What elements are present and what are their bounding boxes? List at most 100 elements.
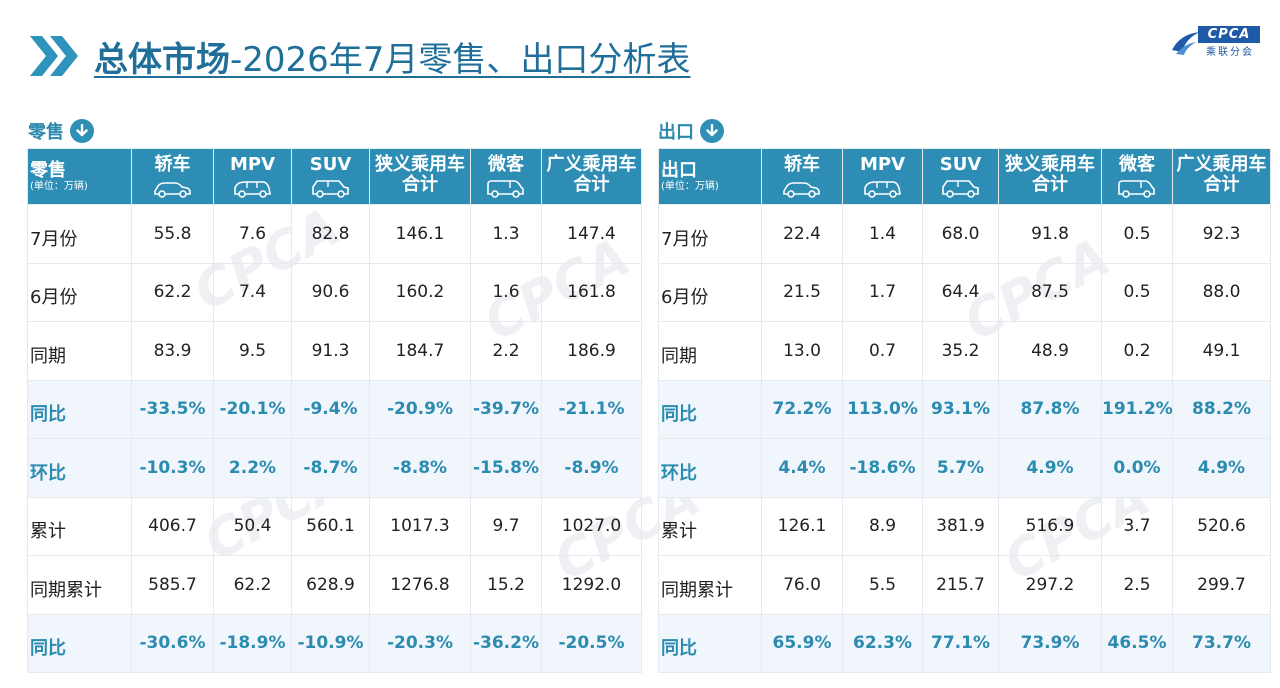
minivan-icon bbox=[472, 178, 541, 198]
table-cell: 4.9% bbox=[998, 438, 1102, 498]
table-cell: 9.7 bbox=[470, 496, 542, 556]
corner-label: 零售 bbox=[30, 160, 66, 181]
table-cell: 73.7% bbox=[1172, 613, 1271, 673]
column-header: 微客 bbox=[470, 148, 542, 205]
table-cell: -18.9% bbox=[213, 613, 292, 673]
column-header: MPV bbox=[213, 148, 292, 205]
table-cell: 191.2% bbox=[1101, 379, 1173, 439]
column-header-label: 轿车 bbox=[784, 154, 820, 175]
table-cell: 4.4% bbox=[761, 438, 843, 498]
table-cell: 381.9 bbox=[922, 496, 999, 556]
table-cell: 126.1 bbox=[761, 496, 843, 556]
suv-icon bbox=[924, 178, 998, 198]
logo-text-cn: 乘联分会 bbox=[1206, 47, 1254, 58]
sedan-icon bbox=[763, 178, 842, 198]
column-header-label: 微客 bbox=[488, 154, 524, 175]
table-cell: 1.7 bbox=[842, 262, 923, 322]
column-header-label: MPV bbox=[229, 154, 276, 175]
table-cell: 113.0% bbox=[842, 379, 923, 439]
table-cell: -33.5% bbox=[131, 379, 214, 439]
column-header-label: 合计 bbox=[573, 174, 610, 195]
column-header: 微客 bbox=[1101, 148, 1173, 205]
table-cell: 93.1% bbox=[922, 379, 999, 439]
row-label: 同比 bbox=[27, 613, 132, 673]
table-cell: -8.8% bbox=[369, 438, 471, 498]
table-header-row: 出口 (单位：万辆) 轿车 MPV SUV 狭义乘用车 合计 微客 广义乘用车 合计 bbox=[658, 148, 1271, 205]
table-row: 6月份 21.5 1.7 64.4 87.5 0.5 88.0 bbox=[658, 262, 1271, 322]
column-header-label: 合计 bbox=[1032, 174, 1068, 195]
row-label: 累计 bbox=[658, 496, 762, 556]
table-cell: 1.6 bbox=[470, 262, 542, 322]
table-row: 同比 -30.6% -18.9% -10.9% -20.3% -36.2% -20.5% bbox=[27, 613, 642, 673]
table-cell: 186.9 bbox=[541, 321, 642, 381]
column-header: MPV bbox=[842, 148, 923, 205]
logo-text-en: CPCA bbox=[1198, 26, 1260, 43]
table-cell: 299.7 bbox=[1172, 555, 1271, 615]
table-row: 同比 -33.5% -20.1% -9.4% -20.9% -39.7% -21.1% bbox=[27, 379, 642, 439]
table-cell: 83.9 bbox=[131, 321, 214, 381]
table-cell: -39.7% bbox=[470, 379, 542, 439]
table-cell: 73.9% bbox=[998, 613, 1102, 673]
table-cell: -10.3% bbox=[131, 438, 214, 498]
table-cell: 62.2 bbox=[131, 262, 214, 322]
column-header-label: MPV bbox=[859, 154, 906, 175]
retail-section-label: 零售 bbox=[28, 118, 94, 144]
table-cell: -20.9% bbox=[369, 379, 471, 439]
table-cell: 13.0 bbox=[761, 321, 843, 381]
row-label: 同比 bbox=[658, 613, 762, 673]
row-label: 7月份 bbox=[658, 204, 762, 264]
table-cell: 516.9 bbox=[998, 496, 1102, 556]
table-row: 累计 126.1 8.9 381.9 516.9 3.7 520.6 bbox=[658, 496, 1271, 556]
arrow-down-circle-icon bbox=[700, 119, 724, 143]
table-cell: 7.6 bbox=[213, 204, 292, 264]
table-cell: 1.4 bbox=[842, 204, 923, 264]
table-cell: 560.1 bbox=[291, 496, 370, 556]
table-cell: 2.2% bbox=[213, 438, 292, 498]
table-cell: 147.4 bbox=[541, 204, 642, 264]
table-cell: 2.2 bbox=[470, 321, 542, 381]
table-cell: -30.6% bbox=[131, 613, 214, 673]
table-row: 同比 72.2% 113.0% 93.1% 87.8% 191.2% 88.2% bbox=[658, 379, 1271, 439]
table-row: 同期累计 76.0 5.5 215.7 297.2 2.5 299.7 bbox=[658, 555, 1271, 615]
column-header: 广义乘用车 合计 bbox=[541, 148, 642, 205]
column-header-label: 微客 bbox=[1119, 154, 1155, 175]
mpv-icon bbox=[215, 178, 291, 198]
row-label: 6月份 bbox=[27, 262, 132, 322]
table-row: 同期 13.0 0.7 35.2 48.9 0.2 49.1 bbox=[658, 321, 1271, 381]
row-label: 同期累计 bbox=[27, 555, 132, 615]
minivan-icon bbox=[1103, 178, 1172, 198]
table-cell: 0.7 bbox=[842, 321, 923, 381]
table-cell: 1.3 bbox=[470, 204, 542, 264]
column-header-label: 狭义乘用车 bbox=[375, 154, 465, 175]
table-cell: 22.4 bbox=[761, 204, 843, 264]
table-cell: 15.2 bbox=[470, 555, 542, 615]
row-label: 同比 bbox=[658, 379, 762, 439]
row-label: 累计 bbox=[27, 496, 132, 556]
table-cell: 1292.0 bbox=[541, 555, 642, 615]
table-cell: 55.8 bbox=[131, 204, 214, 264]
table-cell: 3.7 bbox=[1101, 496, 1173, 556]
table-cell: 297.2 bbox=[998, 555, 1102, 615]
cpca-logo: CPCA 乘联分会 bbox=[1170, 26, 1262, 58]
row-label: 同期 bbox=[658, 321, 762, 381]
suv-icon bbox=[293, 178, 369, 198]
arrow-down-circle-icon bbox=[70, 119, 94, 143]
export-section-label: 出口 bbox=[658, 118, 724, 144]
table-cell: 0.5 bbox=[1101, 262, 1173, 322]
table-cell: -9.4% bbox=[291, 379, 370, 439]
double-chevron-right-icon bbox=[30, 36, 80, 76]
table-cell: -15.8% bbox=[470, 438, 542, 498]
swoosh-icon bbox=[1172, 32, 1200, 55]
table-cell: 0.2 bbox=[1101, 321, 1173, 381]
table-cell: -20.3% bbox=[369, 613, 471, 673]
table-cell: 72.2% bbox=[761, 379, 843, 439]
table-cell: 87.5 bbox=[998, 262, 1102, 322]
table-row: 环比 4.4% -18.6% 5.7% 4.9% 0.0% 4.9% bbox=[658, 438, 1271, 498]
table-cell: 585.7 bbox=[131, 555, 214, 615]
column-header: 狭义乘用车 合计 bbox=[369, 148, 471, 205]
unit-label: (单位：万辆) bbox=[661, 181, 719, 192]
table-cell: 87.8% bbox=[998, 379, 1102, 439]
column-header: 轿车 bbox=[761, 148, 843, 205]
table-cell: 91.8 bbox=[998, 204, 1102, 264]
table-row: 累计 406.7 50.4 560.1 1017.3 9.7 1027.0 bbox=[27, 496, 642, 556]
